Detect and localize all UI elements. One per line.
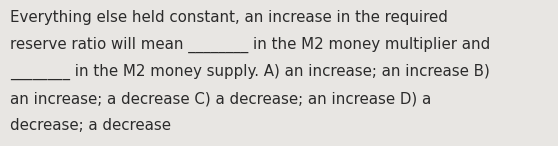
- Text: ________ in the M2 money supply. A) an increase; an increase B): ________ in the M2 money supply. A) an i…: [10, 64, 490, 80]
- Text: Everything else held constant, an increase in the required: Everything else held constant, an increa…: [10, 10, 448, 25]
- Text: decrease; a decrease: decrease; a decrease: [10, 118, 171, 133]
- Text: reserve ratio will mean ________ in the M2 money multiplier and: reserve ratio will mean ________ in the …: [10, 37, 490, 53]
- Text: an increase; a decrease C) a decrease; an increase D) a: an increase; a decrease C) a decrease; a…: [10, 91, 431, 106]
